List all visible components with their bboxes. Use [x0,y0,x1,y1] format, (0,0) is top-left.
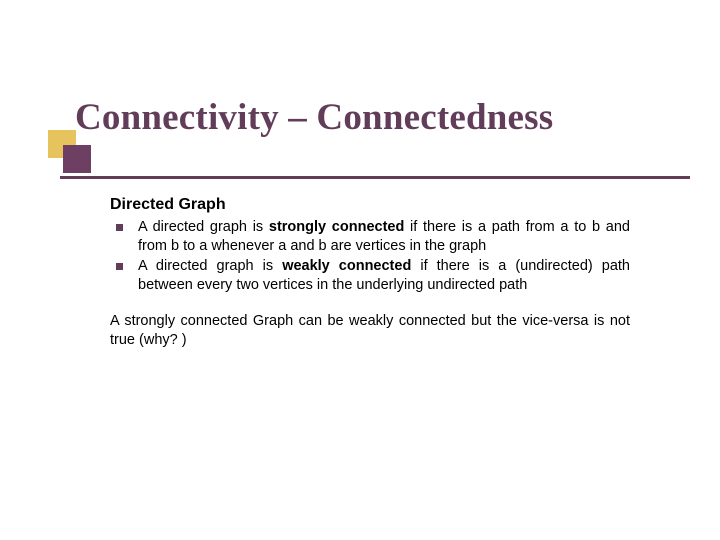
decor-plum-square [63,145,91,173]
slide-title: Connectivity – Connectedness [75,98,670,139]
bold-text-run: strongly connected [269,219,404,235]
bullet-marker-icon [116,263,123,270]
bold-text-run: weakly connected [282,258,411,274]
bullet-item: A directed graph is strongly connected i… [110,218,630,255]
subheading: Directed Graph [110,196,630,214]
closing-paragraph: A strongly connected Graph can be weakly… [110,312,630,349]
bullet-list: A directed graph is strongly connected i… [110,218,630,294]
bullet-item: A directed graph is weakly connected if … [110,257,630,294]
title-underline [60,176,690,179]
text-run: A directed graph is [138,258,282,274]
bullet-marker-icon [116,224,123,231]
slide-body: Directed Graph A directed graph is stron… [110,196,630,349]
text-run: A directed graph is [138,219,269,235]
